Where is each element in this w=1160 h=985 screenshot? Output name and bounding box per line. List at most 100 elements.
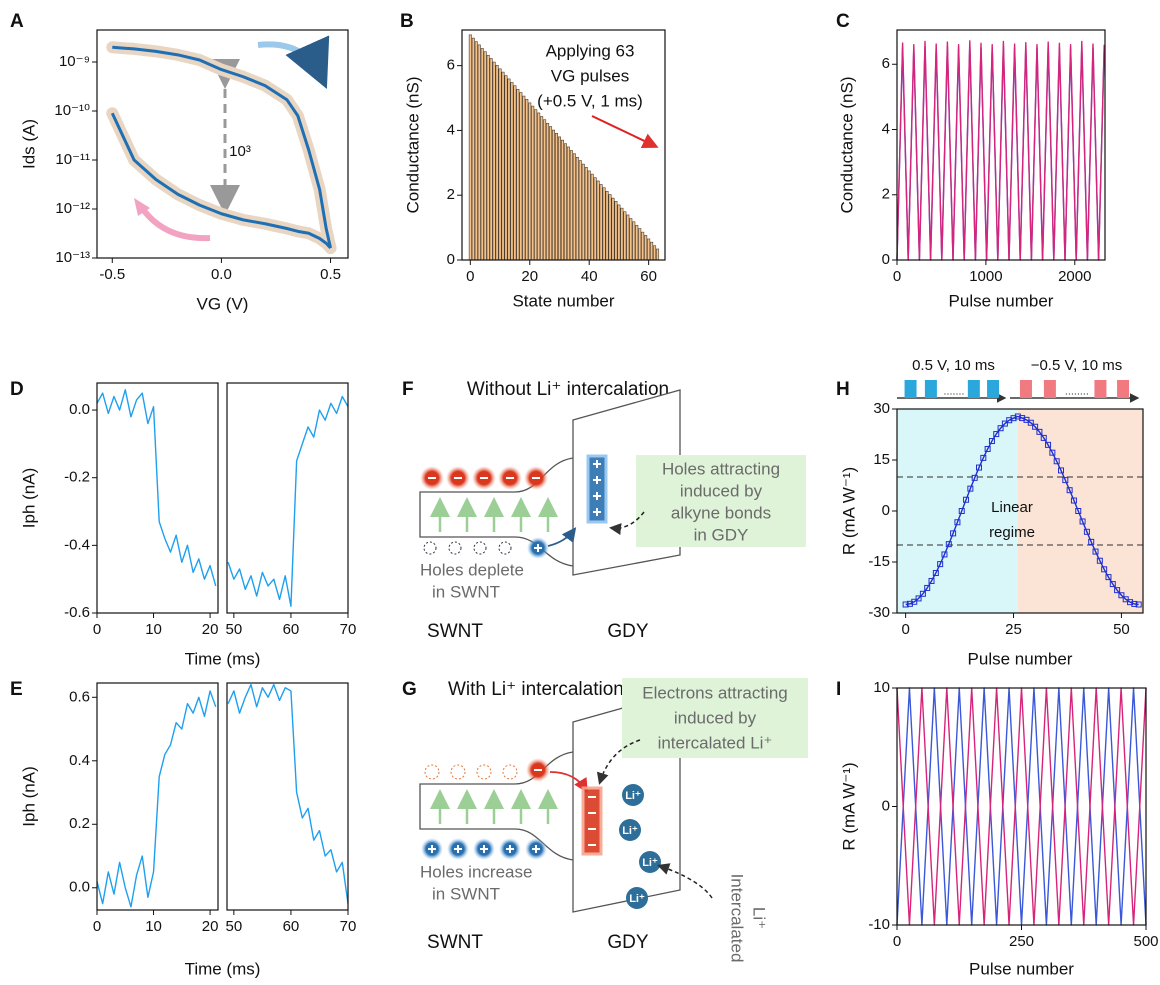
y-tick-label: 30 bbox=[873, 400, 890, 417]
y-tick-label: 6 bbox=[882, 55, 890, 72]
y-tick-label: 0.0 bbox=[69, 879, 90, 896]
panel-label: F bbox=[402, 379, 414, 400]
line bbox=[896, 687, 1147, 926]
bar bbox=[528, 102, 532, 261]
axes-frame bbox=[461, 29, 666, 261]
x-tick-label: 20 bbox=[521, 268, 538, 285]
marker bbox=[997, 425, 1004, 432]
line bbox=[112, 45, 333, 249]
bar bbox=[534, 109, 538, 261]
x-axis-label: Time (ms) bbox=[185, 649, 261, 668]
bar bbox=[650, 241, 654, 261]
pulse bbox=[924, 380, 937, 398]
x-tick-label: 250 bbox=[1009, 933, 1034, 950]
bar bbox=[516, 88, 520, 261]
bar bbox=[525, 99, 529, 261]
note-text: Holes deplete bbox=[420, 560, 524, 579]
y-axis-label: Conductance (nS) bbox=[403, 76, 422, 213]
bar bbox=[501, 71, 505, 261]
x-tick-label: 2000 bbox=[1058, 268, 1091, 285]
x-tick-label: 70 bbox=[340, 918, 357, 935]
layer-label: GDY bbox=[607, 932, 649, 953]
marker bbox=[950, 530, 957, 537]
box-text: induced by bbox=[674, 708, 757, 727]
y-tick-label: 10 bbox=[873, 679, 890, 696]
bar bbox=[522, 95, 526, 261]
bar bbox=[552, 129, 556, 261]
diagram-f: F Without Li⁺ intercalation Holes attrac… bbox=[402, 379, 806, 642]
axes-frame bbox=[96, 382, 219, 614]
y-tick-label: -0.2 bbox=[64, 469, 90, 486]
y-tick-label: 4 bbox=[447, 121, 455, 138]
marker bbox=[988, 438, 995, 445]
marker bbox=[911, 598, 918, 605]
x-tick-label: 0 bbox=[466, 268, 474, 285]
x-tick-label: 60 bbox=[283, 918, 300, 935]
marker bbox=[1088, 538, 1095, 545]
x-tick-label: 1000 bbox=[969, 268, 1002, 285]
y-tick-label: 0 bbox=[882, 797, 890, 814]
marker bbox=[1096, 557, 1103, 564]
marker bbox=[937, 561, 944, 568]
panel-label: C bbox=[836, 11, 850, 32]
bar bbox=[531, 105, 535, 261]
pulse bbox=[967, 380, 980, 398]
x-tick-label: 10 bbox=[145, 918, 162, 935]
box-text: intercalated Li⁺ bbox=[658, 733, 773, 752]
pulse bbox=[987, 380, 1000, 398]
note-text: in SWNT bbox=[432, 884, 500, 903]
marker bbox=[1019, 415, 1026, 422]
x-axis-label: Pulse number bbox=[969, 959, 1074, 978]
marker bbox=[1079, 518, 1086, 525]
annotation: VG pulses bbox=[551, 66, 629, 85]
marker bbox=[1105, 574, 1112, 581]
x-tick-label: 0 bbox=[893, 268, 901, 285]
y-tick-label: -0.4 bbox=[64, 536, 90, 553]
y-tick-label: 2 bbox=[882, 186, 890, 203]
line bbox=[896, 40, 1105, 261]
bar bbox=[581, 163, 585, 261]
marker bbox=[958, 508, 965, 514]
y-tick-label: 0 bbox=[447, 251, 455, 268]
x-tick-label: 50 bbox=[226, 918, 243, 935]
panel-a-arrows bbox=[134, 35, 330, 242]
bar bbox=[599, 184, 603, 261]
x-tick-label: 20 bbox=[202, 621, 219, 638]
bar bbox=[584, 167, 588, 261]
y-tick-label: 10⁻¹² bbox=[55, 200, 90, 217]
axes-frame bbox=[96, 29, 349, 259]
marker bbox=[1062, 477, 1069, 484]
y-tick-label: 10⁻¹⁰ bbox=[54, 102, 90, 119]
bar bbox=[638, 228, 642, 261]
x-axis-label: Time (ms) bbox=[185, 959, 261, 978]
axes-frame bbox=[96, 682, 219, 911]
annotation: Applying 63 bbox=[546, 41, 635, 60]
bar bbox=[605, 191, 609, 261]
panel-label: G bbox=[402, 679, 417, 700]
bar bbox=[653, 245, 657, 261]
pulse bbox=[1094, 380, 1107, 398]
marker bbox=[919, 590, 926, 597]
marker bbox=[1127, 599, 1134, 606]
marker bbox=[1118, 592, 1125, 599]
line bbox=[227, 683, 349, 904]
bar bbox=[510, 82, 514, 261]
annotation-arrow bbox=[591, 115, 659, 149]
bar bbox=[537, 112, 541, 261]
bar bbox=[587, 170, 591, 261]
x-axis-label: Pulse number bbox=[949, 291, 1054, 310]
y-tick-label: 10⁻⁹ bbox=[59, 53, 90, 70]
line bbox=[96, 389, 217, 587]
y-axis-label: Conductance (nS) bbox=[837, 76, 856, 213]
marker bbox=[993, 431, 1000, 438]
marker bbox=[1001, 420, 1008, 427]
bar bbox=[629, 218, 633, 261]
marker bbox=[1045, 441, 1052, 448]
bar bbox=[596, 180, 600, 261]
box-text: Electrons attracting bbox=[642, 683, 788, 702]
bar bbox=[477, 44, 481, 261]
annotation: (+0.5 V, 1 ms) bbox=[537, 91, 643, 110]
bar bbox=[593, 177, 597, 261]
marker bbox=[980, 454, 987, 461]
